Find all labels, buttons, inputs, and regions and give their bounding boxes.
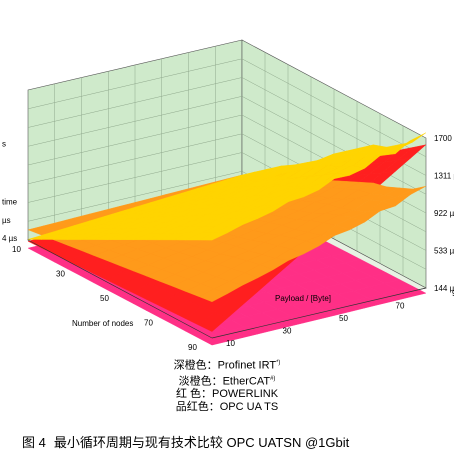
- surface-cell: [27, 234, 57, 240]
- surface-profinet-irt: [27, 132, 427, 241]
- x-tick-label: 90: [188, 343, 197, 352]
- z-tick-label: 922 µs: [434, 209, 454, 218]
- caption-text: 最小循环周期与现有技术比较 OPC UATSN @1Gbit: [53, 435, 350, 450]
- gridline-z: [27, 77, 427, 176]
- x-tick-label: 70: [144, 319, 153, 328]
- x-tick-label: 30: [56, 270, 65, 279]
- z-tick-label: 1700 µs: [434, 134, 454, 143]
- gridline-z: [27, 171, 427, 270]
- legend-text: OPC UA TS: [219, 401, 279, 414]
- legend-label: 红 色：: [175, 388, 213, 401]
- legend-item-opcua: 品红色：OPC UA TS: [120, 401, 334, 414]
- legend-text: EtherCAT: [222, 375, 271, 388]
- z-tick-label-left: µs: [2, 216, 11, 225]
- y-tick-label: 50: [339, 314, 348, 323]
- legend: 深橙色：Profinet IRT*) 淡橙色：EtherCAT#) 红 色：PO…: [120, 357, 334, 414]
- figure-caption: 图 4 最小循环周期与现有技术比较 OPC UATSN @1Gbit: [22, 432, 442, 451]
- y-tick-label: 30: [283, 327, 292, 336]
- x-tick-label: 50: [100, 294, 109, 303]
- y-axis-label: Payload / [Byte]: [275, 294, 331, 303]
- legend-sup: #): [270, 375, 276, 382]
- y-tick-label: 70: [396, 302, 405, 311]
- legend-label: 深橙色：: [173, 359, 218, 372]
- legend-item-ethercat: 淡橙色：EtherCAT#): [120, 373, 334, 389]
- surface-chart: 144 µs 533 µs 922 µs 1311 µs 1700 µs 4 µs µs ti…: [2, 39, 454, 352]
- z-tick-label: 144 µs: [434, 284, 454, 293]
- z-tick-label: 533 µs: [434, 247, 454, 256]
- y-tick-label: 90: [452, 289, 454, 298]
- z-tick-label-left: 4 µs: [2, 234, 17, 243]
- floor-edge-nodes: [27, 239, 213, 339]
- z-tick-label-left: s: [2, 140, 6, 149]
- legend-sup: *): [276, 360, 281, 366]
- legend-item-profinet: 深橙色：Profinet IRT*): [120, 357, 334, 373]
- legend-text: Profinet IRT: [217, 359, 277, 372]
- x-axis-label: Number of nodes: [72, 319, 133, 328]
- legend-label: 淡橙色：: [178, 375, 223, 388]
- floor-edge-payload: [211, 287, 427, 339]
- z-tick-label: 1311 µs: [434, 172, 454, 181]
- gridline-z: [27, 58, 427, 158]
- x-tick-label: 10: [12, 245, 21, 254]
- y-tick-label: 10: [226, 339, 235, 348]
- legend-label: 品红色：: [175, 401, 220, 414]
- legend-text: POWERLINK: [212, 388, 279, 401]
- caption-number: 图 4: [22, 435, 46, 450]
- legend-item-powerlink: 红 色：POWERLINK: [120, 388, 334, 401]
- z-tick-label-left: time: [2, 197, 18, 206]
